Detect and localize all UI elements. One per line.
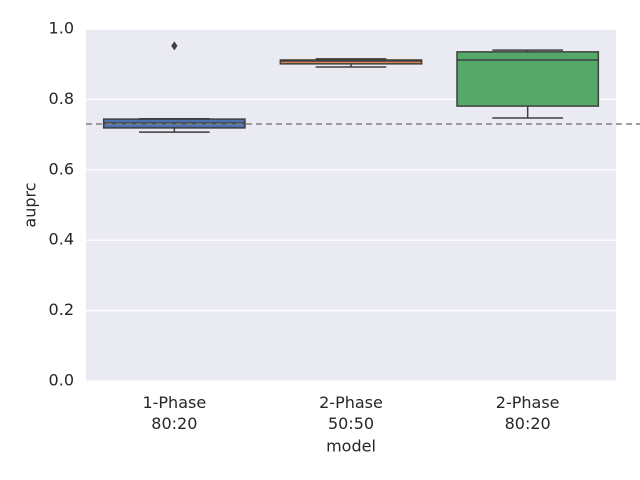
y-tick-label: 0.6 <box>49 159 74 178</box>
y-tick-label: 1.0 <box>49 19 74 38</box>
y-tick-label: 0.0 <box>49 371 74 390</box>
x-tick-label: 2-Phase 50:50 <box>319 393 383 433</box>
box <box>456 51 600 107</box>
x-axis-label: model <box>326 437 376 456</box>
box <box>279 59 423 65</box>
outlier <box>171 41 178 51</box>
x-tick-label: 1-Phase 80:20 <box>142 393 207 433</box>
x-tick-label: 2-Phase 80:20 <box>495 393 560 433</box>
y-axis-label: auprc <box>21 182 40 227</box>
y-tick-label: 0.4 <box>49 230 74 249</box>
y-tick-label: 0.8 <box>49 89 74 108</box>
y-tick-label: 0.2 <box>49 300 74 319</box>
